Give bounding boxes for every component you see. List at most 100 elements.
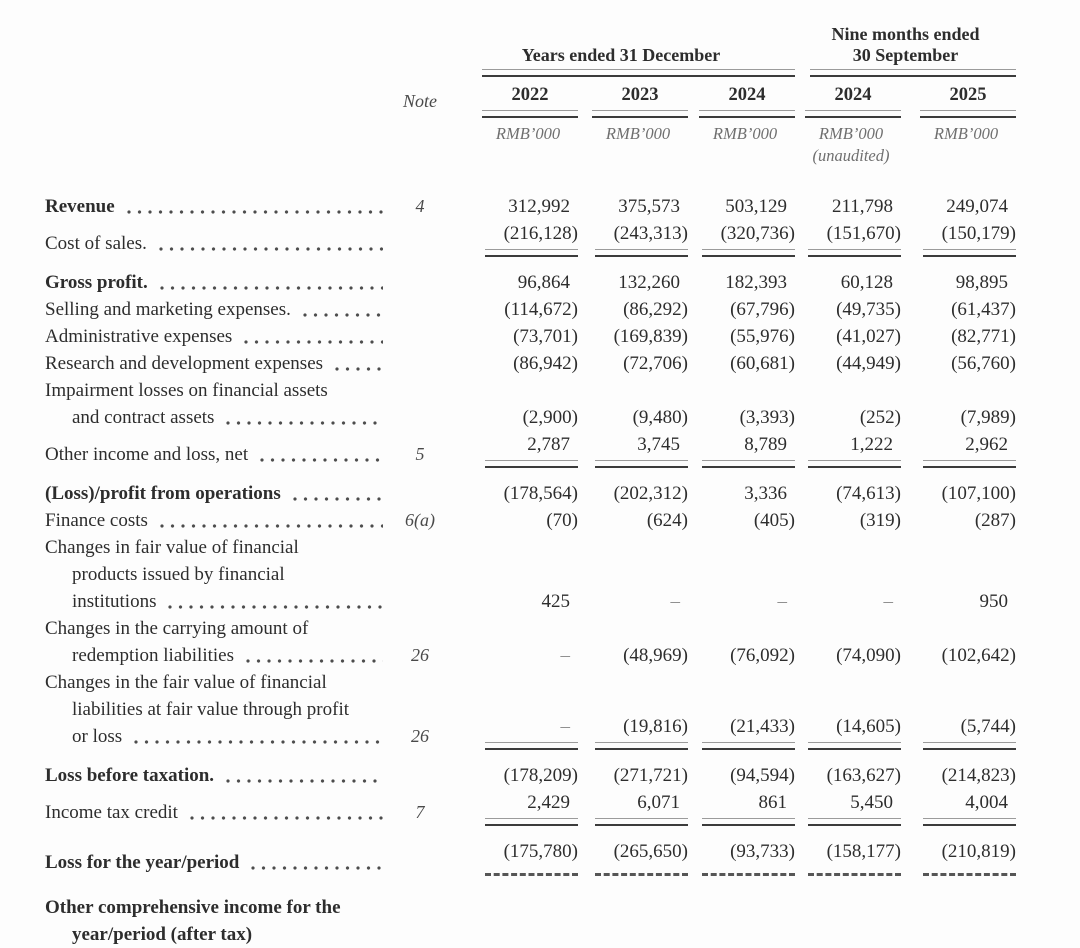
value-cell: (287) xyxy=(901,507,1016,534)
row-label: Income tax credit xyxy=(45,799,393,826)
row-label-line: year/period (after tax) xyxy=(45,921,393,948)
row-label-line: Changes in the fair value of financial xyxy=(45,669,393,696)
value: (158,177) xyxy=(826,841,901,862)
row-label-line: Administrative expenses xyxy=(45,323,393,350)
table-header-units: RMB’000 RMB’000 RMB’000 RMB’000 (unaudit… xyxy=(45,123,1016,167)
value: (624) xyxy=(646,510,688,531)
value-cell: 425 xyxy=(447,588,578,615)
table-row: Finance costs 6(a) (70) (624) (405) (319) (287… xyxy=(45,507,1016,534)
row-label-line: Other comprehensive income for the xyxy=(45,894,393,921)
row-label-text: and contract assets xyxy=(72,407,215,428)
value: (214,823) xyxy=(941,765,1016,786)
dashed-total-rule xyxy=(808,870,901,876)
row-label-text: Research and development expenses xyxy=(45,353,324,374)
table-row: Administrative expenses (73,701) (169,839)… xyxy=(45,323,1016,350)
value-cell: (178,564) xyxy=(447,480,578,507)
value: (7,989) xyxy=(960,407,1016,428)
value-cell: (114,672) xyxy=(447,296,578,323)
value: 4,004 xyxy=(965,792,1008,813)
value-cell: (76,092) xyxy=(688,642,795,669)
value: (405) xyxy=(753,510,795,531)
value: (70) xyxy=(546,510,578,531)
value-cell: 3,745 xyxy=(578,431,688,468)
value: (210,819) xyxy=(941,841,1016,862)
row-label-line: Cost of sales. xyxy=(45,230,393,257)
unit-label: RMB’000 xyxy=(605,124,671,143)
row-label-line: Research and development expenses xyxy=(45,350,393,377)
value-cell: 2,429 xyxy=(447,789,578,826)
value: (60,681) xyxy=(730,353,795,374)
row-label: Changes in the fair value of financial li… xyxy=(45,669,393,750)
subtotal-rule xyxy=(485,818,578,826)
subtotal-rule xyxy=(485,742,578,750)
unit-column-header: RMB’000 xyxy=(688,123,795,145)
table-row: Research and development expenses (86,942… xyxy=(45,350,1016,377)
header-group-nine-months: Nine months ended 30 September xyxy=(795,24,1016,77)
table-row: Selling and marketing expenses. (114,672)… xyxy=(45,296,1016,323)
value: (74,613) xyxy=(836,483,901,504)
table-row: Loss for the year/period (175,780) (265,65… xyxy=(45,838,1016,876)
value: (3,393) xyxy=(739,407,795,428)
table-row: Changes in fair value of financial produc… xyxy=(45,534,1016,615)
value: (163,627) xyxy=(826,765,901,786)
value: 96,864 xyxy=(517,272,570,293)
unit-label: RMB’000 xyxy=(818,124,884,143)
value: (19,816) xyxy=(623,716,688,737)
note-ref: 26 xyxy=(411,645,429,665)
value: 312,992 xyxy=(508,196,570,217)
dot-leader xyxy=(243,642,383,669)
row-label-text: redemption liabilities xyxy=(72,645,234,666)
note-ref: 6(a) xyxy=(405,510,435,530)
value: (107,100) xyxy=(941,483,1016,504)
table-row: Cost of sales. (216,128) (243,313) (320,736… xyxy=(45,220,1016,257)
row-label-text: Finance costs xyxy=(45,510,148,531)
value-cell: (67,796) xyxy=(688,296,795,323)
value-cell: (94,594) xyxy=(688,762,795,789)
row-label-line: institutions xyxy=(45,588,393,615)
value-cell: (163,627) xyxy=(795,762,901,789)
value: 1,222 xyxy=(850,434,893,455)
value-cell: (55,976) xyxy=(688,323,795,350)
note-ref: 26 xyxy=(411,726,429,746)
value-cell: (21,433) xyxy=(688,713,795,750)
dot-leader xyxy=(223,404,383,431)
dot-leader xyxy=(123,193,383,220)
value-cell: (74,613) xyxy=(795,480,901,507)
row-label-text: or loss xyxy=(72,726,123,747)
unit-label: RMB’000 xyxy=(495,124,561,143)
value-cell: (49,735) xyxy=(795,296,901,323)
value: (49,735) xyxy=(836,299,901,320)
value: (287) xyxy=(974,510,1016,531)
value-cell: 375,573 xyxy=(578,193,688,220)
value: (320,736) xyxy=(720,223,795,244)
dot-leader xyxy=(241,323,383,350)
value: (9,480) xyxy=(632,407,688,428)
dashed-total-rule xyxy=(702,870,795,876)
note-ref: 7 xyxy=(415,802,425,822)
value-cell: (252) xyxy=(795,404,901,431)
value: (44,949) xyxy=(836,353,901,374)
dot-leader xyxy=(186,799,383,826)
year-underline xyxy=(920,110,1016,118)
row-label: Cost of sales. xyxy=(45,230,393,257)
value-cell: – xyxy=(447,713,578,750)
value-cell: 98,895 xyxy=(901,269,1016,296)
value: (72,706) xyxy=(623,353,688,374)
year-column-header: 2024 xyxy=(795,83,901,118)
dot-leader xyxy=(155,230,383,257)
value: – xyxy=(777,591,788,612)
dashed-total-rule xyxy=(923,870,1016,876)
row-label: Loss for the year/period xyxy=(45,849,393,876)
value: (114,672) xyxy=(504,299,578,320)
value: (55,976) xyxy=(730,326,795,347)
value: 6,071 xyxy=(637,792,680,813)
value: 375,573 xyxy=(618,196,680,217)
value: – xyxy=(883,591,894,612)
unit-column-header: RMB’000 xyxy=(578,123,688,145)
row-label-line: Selling and marketing expenses. xyxy=(45,296,393,323)
value-cell: (169,839) xyxy=(578,323,688,350)
value: 8,789 xyxy=(744,434,787,455)
dot-leader xyxy=(131,723,383,750)
value: (319) xyxy=(859,510,901,531)
header-group-title-line1: Nine months ended xyxy=(831,24,980,44)
